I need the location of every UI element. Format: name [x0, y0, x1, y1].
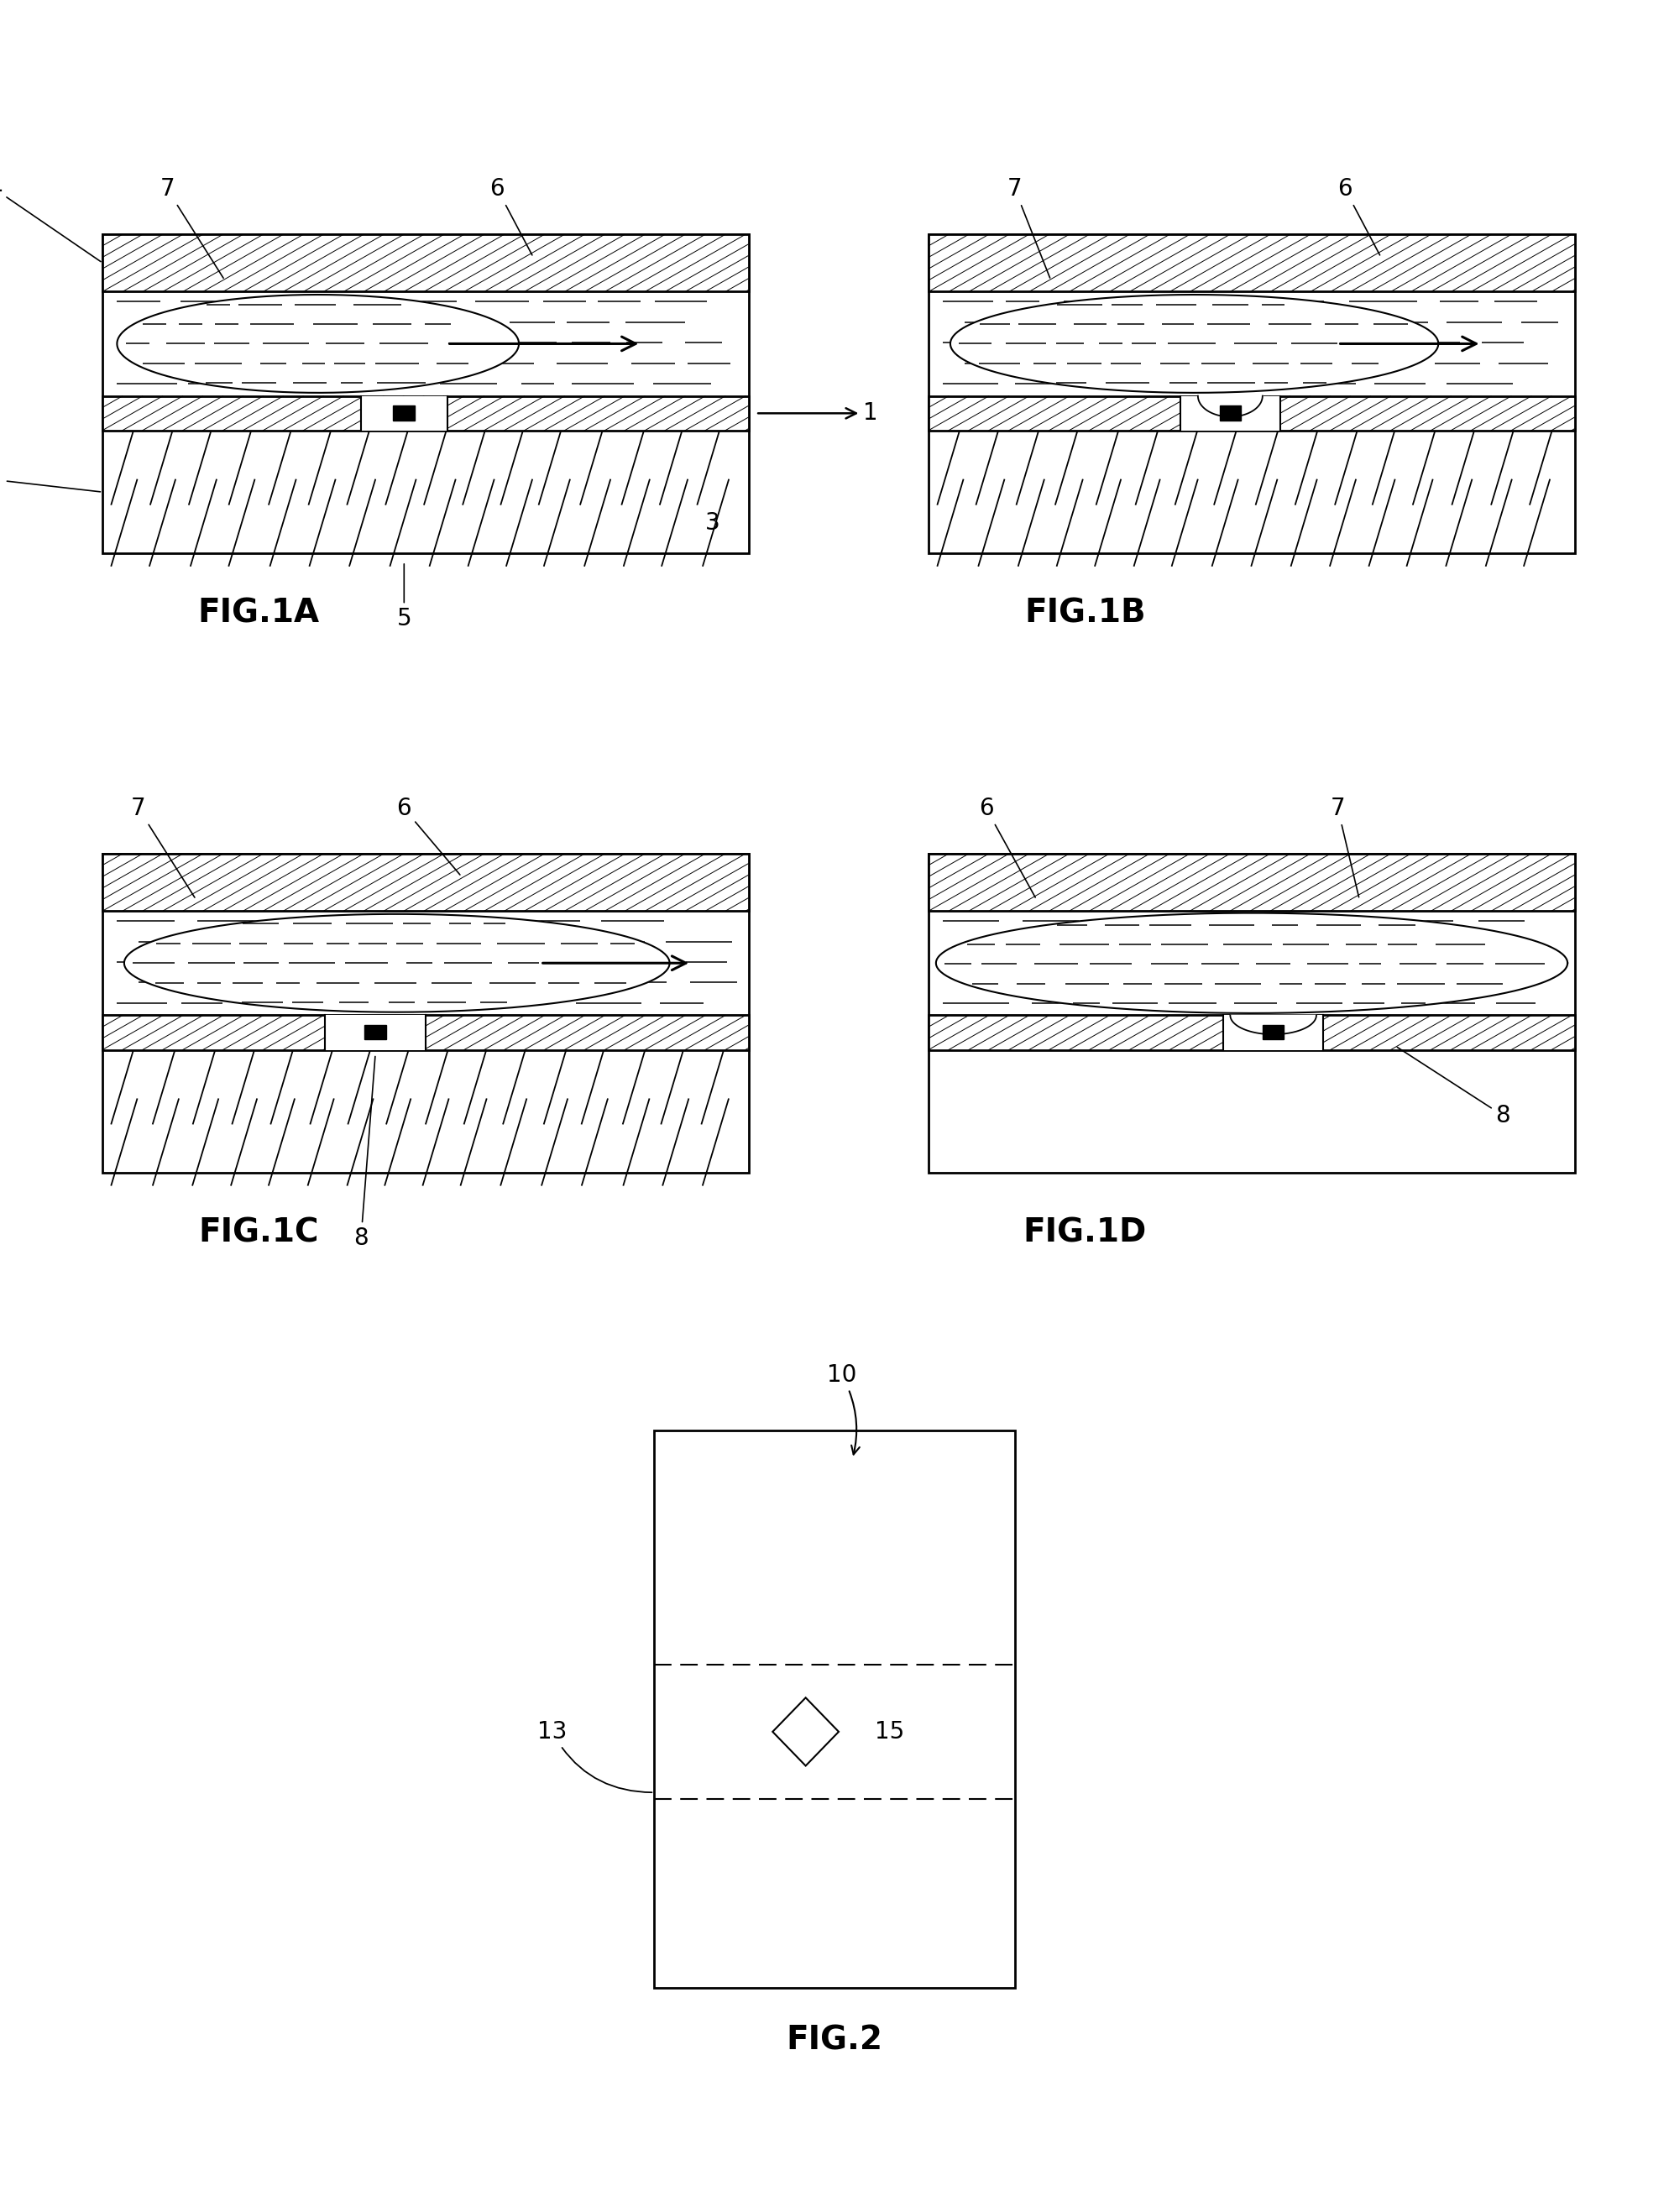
Text: FIG.1D: FIG.1D	[1023, 1217, 1147, 1248]
Text: FIG.2: FIG.2	[786, 2024, 883, 2055]
Bar	[103, 234, 748, 553]
Polygon shape	[950, 294, 1439, 394]
Text: 2: 2	[0, 469, 100, 491]
Bar	[930, 854, 1576, 1172]
Bar	[103, 1015, 748, 1051]
Bar	[1220, 405, 1242, 420]
Text: 1: 1	[758, 403, 878, 425]
Text: FIG.1A: FIG.1A	[197, 597, 320, 628]
Text: 4: 4	[0, 177, 100, 261]
Text: 6: 6	[397, 796, 461, 874]
Bar	[394, 405, 416, 420]
Text: 3: 3	[706, 511, 719, 535]
Bar	[930, 854, 1576, 911]
Bar	[103, 234, 748, 292]
Bar	[930, 1015, 1576, 1051]
Polygon shape	[1198, 396, 1262, 416]
Bar	[1180, 396, 1280, 431]
Bar	[654, 1431, 1015, 1989]
Text: 6: 6	[1337, 177, 1380, 254]
Polygon shape	[124, 914, 669, 1013]
Text: 7: 7	[132, 796, 195, 898]
Bar	[930, 234, 1576, 292]
Bar	[103, 854, 748, 911]
Text: 5: 5	[397, 564, 412, 630]
Bar	[361, 396, 447, 431]
Text: 15: 15	[875, 1721, 905, 1743]
Text: 13: 13	[537, 1721, 653, 1792]
Text: FIG.1C: FIG.1C	[199, 1217, 319, 1248]
Polygon shape	[936, 914, 1567, 1013]
Bar	[930, 396, 1576, 431]
Bar	[1262, 1024, 1283, 1040]
Polygon shape	[773, 1697, 840, 1765]
Bar	[364, 1024, 386, 1040]
Text: FIG.1B: FIG.1B	[1025, 597, 1145, 628]
Text: 6: 6	[491, 177, 532, 254]
Polygon shape	[1230, 1015, 1317, 1035]
Bar	[103, 854, 748, 1172]
Polygon shape	[117, 294, 519, 394]
Text: 6: 6	[978, 796, 1035, 898]
Bar	[930, 234, 1576, 553]
Text: 8: 8	[1397, 1046, 1510, 1128]
Bar	[325, 1015, 426, 1051]
Text: 8: 8	[354, 1057, 376, 1250]
Bar	[103, 396, 748, 431]
Text: 7: 7	[1330, 796, 1359, 898]
Text: 10: 10	[826, 1363, 860, 1455]
Bar	[1223, 1015, 1324, 1051]
Text: 7: 7	[160, 177, 224, 279]
Text: 7: 7	[1008, 177, 1050, 279]
